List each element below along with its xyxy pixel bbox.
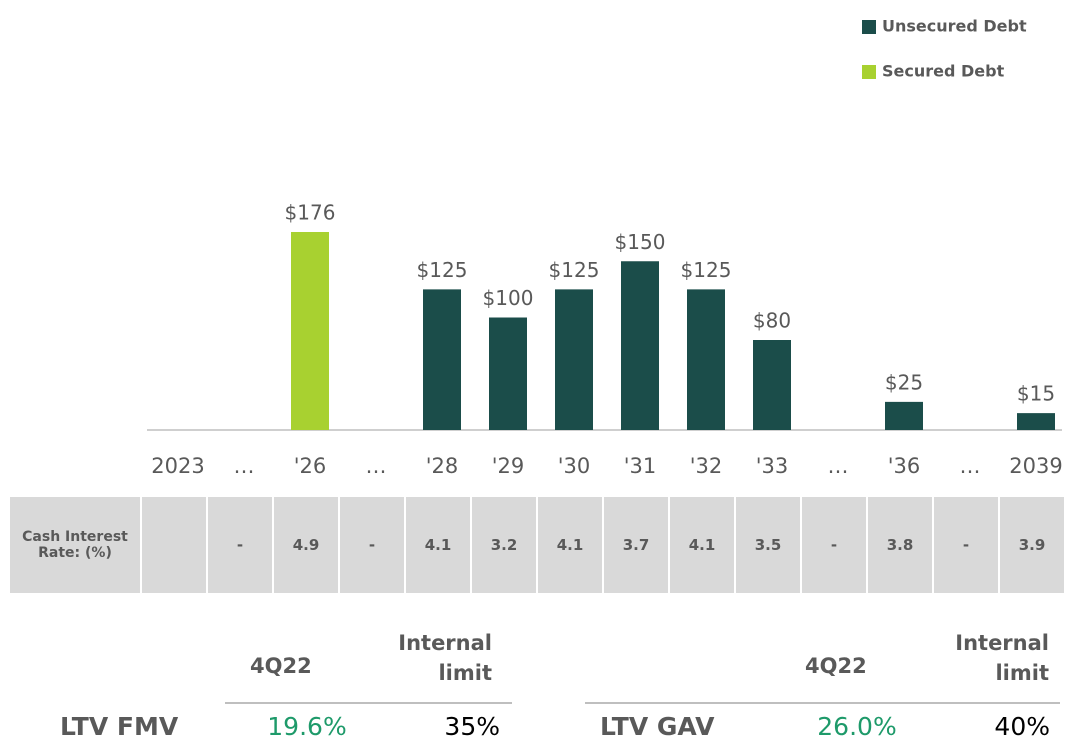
bar <box>1017 413 1055 430</box>
x-tick-label: … <box>366 454 387 478</box>
divider <box>585 702 1060 704</box>
value-label: $15 <box>1017 382 1055 406</box>
header: Internal limit <box>398 631 492 685</box>
legend-swatch <box>862 20 876 34</box>
value-label: $125 <box>681 258 732 282</box>
bar <box>555 289 593 430</box>
rate-cell <box>142 497 206 593</box>
x-tick-label: '36 <box>888 454 921 478</box>
rate-cell: 3.5 <box>736 497 800 593</box>
rate-cell: 4.1 <box>538 497 602 593</box>
rate-cell: - <box>934 497 998 593</box>
value: 26.0% <box>817 712 897 741</box>
row-label: LTV GAV <box>600 712 715 741</box>
value-label: $80 <box>753 309 791 333</box>
value-label: $176 <box>285 201 336 225</box>
rate-cell: 3.7 <box>604 497 668 593</box>
value: 19.6% <box>267 712 347 741</box>
rate-cell: 4.1 <box>406 497 470 593</box>
x-tick-label: … <box>234 454 255 478</box>
value: 40% <box>994 712 1050 741</box>
bar <box>885 401 923 430</box>
bar <box>621 261 659 430</box>
bar <box>423 289 461 430</box>
bar <box>753 340 791 430</box>
header: 4Q22 <box>250 654 312 678</box>
bar <box>489 317 527 430</box>
x-tick-label: '31 <box>624 454 657 478</box>
value-label: $150 <box>615 230 666 254</box>
x-tick-label: '32 <box>690 454 723 478</box>
x-tick-label: '30 <box>558 454 591 478</box>
value-label: $125 <box>549 258 600 282</box>
x-tick-label: … <box>960 454 981 478</box>
rate-cell: - <box>802 497 866 593</box>
divider <box>225 702 512 704</box>
value: 35% <box>444 712 500 741</box>
bar <box>687 289 725 430</box>
x-tick-label: … <box>828 454 849 478</box>
row-label: LTV FMV <box>60 712 179 741</box>
value-label: $125 <box>417 258 468 282</box>
rate-label: Cash Interest Rate: (%) <box>10 497 140 593</box>
x-tick-label: '33 <box>756 454 789 478</box>
header: 4Q22 <box>805 654 867 678</box>
header: Internal limit <box>955 631 1049 685</box>
x-tick-label: 2023 <box>151 454 204 478</box>
value-label: $25 <box>885 370 923 394</box>
rate-cell: - <box>340 497 404 593</box>
value-label: $100 <box>483 286 534 310</box>
chart: Unsecured Debt Secured Debt 2023 … '26 $176 … '… <box>147 17 1063 478</box>
x-tick-label: 2039 <box>1009 454 1062 478</box>
rate-cell: - <box>208 497 272 593</box>
x-tick-label: '29 <box>492 454 525 478</box>
legend-label: Secured Debt <box>882 62 1005 81</box>
rate-cell: 3.9 <box>1000 497 1064 593</box>
legend-swatch <box>862 65 876 79</box>
rate-cell: 3.2 <box>472 497 536 593</box>
rate-cell: 4.1 <box>670 497 734 593</box>
legend-label: Unsecured Debt <box>882 17 1027 36</box>
bar <box>291 232 329 430</box>
x-tick-label: '28 <box>426 454 459 478</box>
x-tick-label: '26 <box>294 454 327 478</box>
rate-cell: 3.8 <box>868 497 932 593</box>
rate-cell: 4.9 <box>274 497 338 593</box>
